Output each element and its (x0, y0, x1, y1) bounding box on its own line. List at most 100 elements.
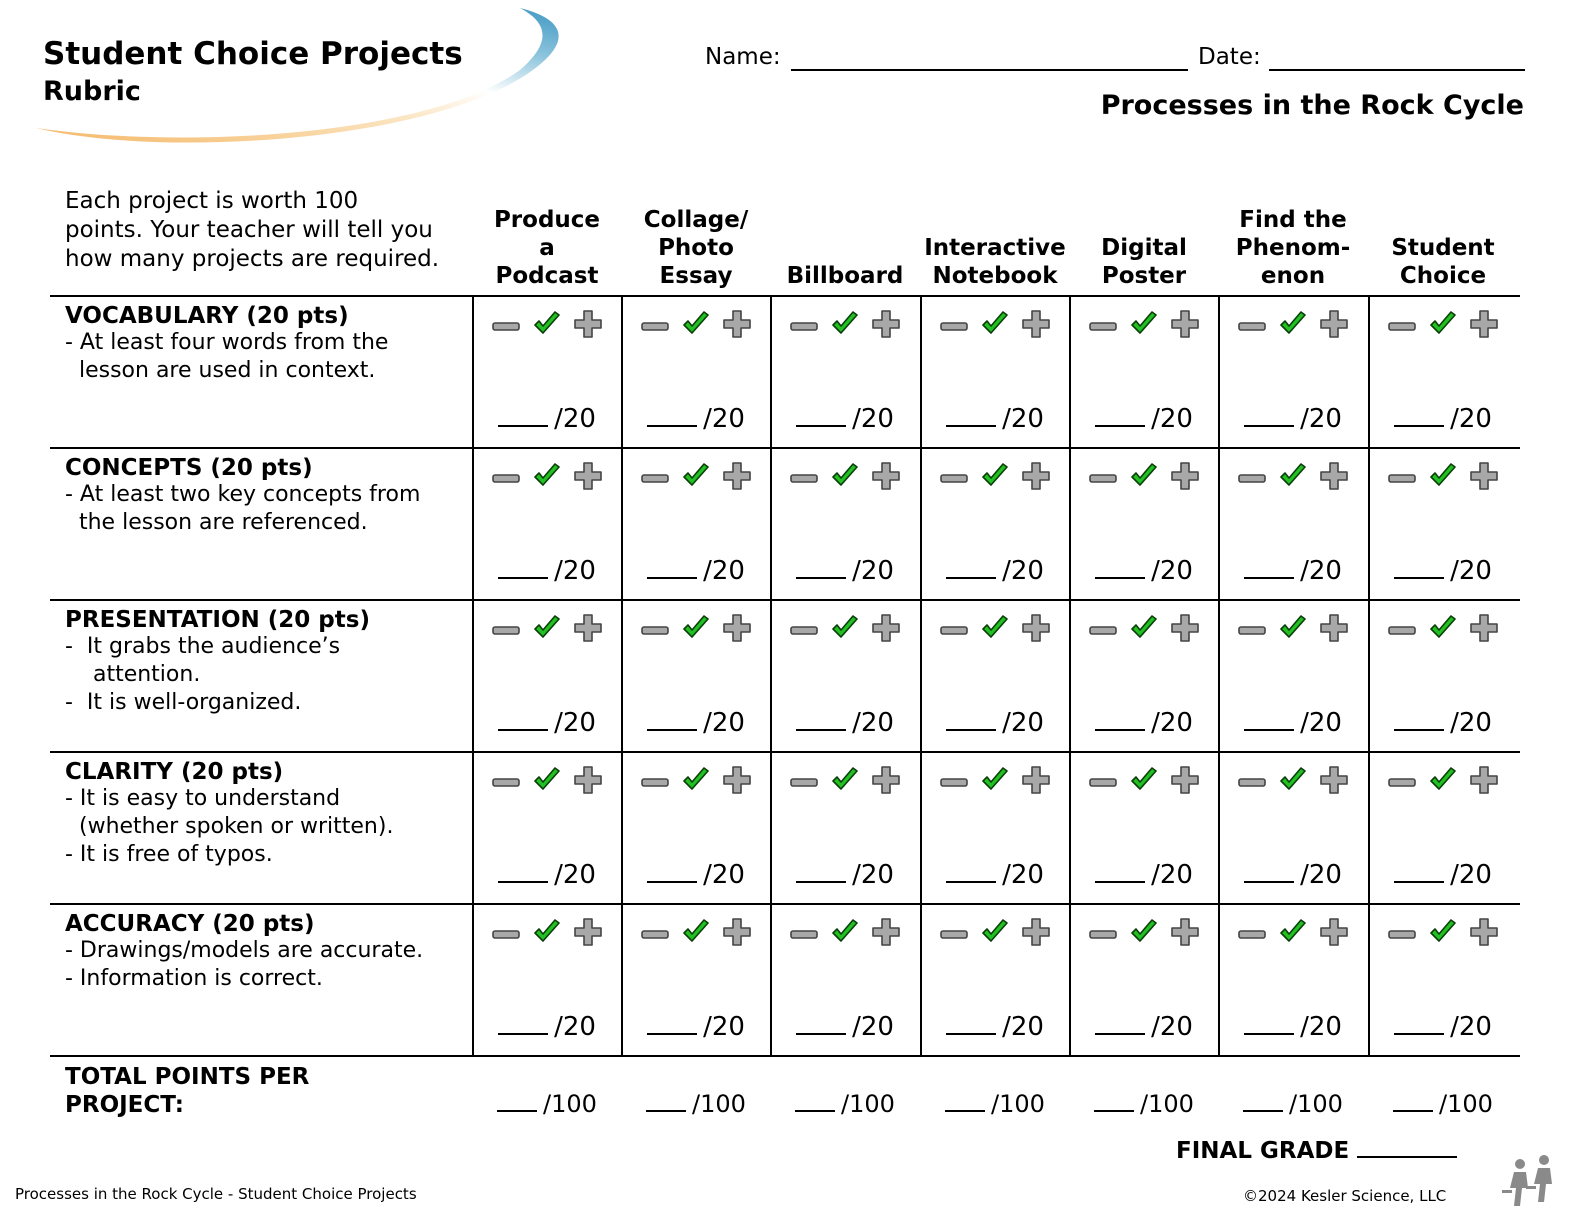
minus-icon[interactable] (1388, 317, 1416, 336)
name-field[interactable] (791, 69, 1188, 71)
minus-icon[interactable] (492, 773, 520, 792)
minus-icon[interactable] (940, 773, 968, 792)
score-blank[interactable] (498, 859, 549, 883)
check-icon[interactable] (1429, 463, 1457, 493)
score-blank[interactable] (1394, 1011, 1445, 1035)
minus-icon[interactable] (790, 773, 818, 792)
check-icon[interactable] (981, 615, 1009, 645)
check-icon[interactable] (1130, 463, 1158, 493)
plus-icon[interactable] (574, 918, 602, 950)
check-icon[interactable] (831, 919, 859, 949)
check-icon[interactable] (1429, 919, 1457, 949)
score-field[interactable]: /20 (925, 707, 1065, 738)
date-field[interactable] (1269, 69, 1525, 71)
score-field[interactable]: /20 (626, 859, 766, 890)
check-icon[interactable] (682, 463, 710, 493)
plus-icon[interactable] (1022, 310, 1050, 342)
total-blank[interactable] (795, 1090, 836, 1112)
plus-icon[interactable] (1022, 462, 1050, 494)
check-icon[interactable] (831, 463, 859, 493)
score-field[interactable]: /20 (1373, 403, 1513, 434)
check-icon[interactable] (1429, 767, 1457, 797)
plus-icon[interactable] (872, 462, 900, 494)
minus-icon[interactable] (1388, 621, 1416, 640)
score-field[interactable]: /20 (1223, 707, 1363, 738)
score-field[interactable]: /20 (775, 403, 915, 434)
check-icon[interactable] (981, 463, 1009, 493)
score-field[interactable]: /20 (477, 859, 617, 890)
plus-icon[interactable] (1022, 918, 1050, 950)
minus-icon[interactable] (641, 469, 669, 488)
check-icon[interactable] (1279, 767, 1307, 797)
minus-icon[interactable] (1388, 469, 1416, 488)
score-blank[interactable] (796, 555, 847, 579)
check-icon[interactable] (1429, 615, 1457, 645)
final-grade-blank[interactable] (1357, 1136, 1458, 1158)
minus-icon[interactable] (1089, 925, 1117, 944)
total-field[interactable]: /100 (477, 1090, 617, 1118)
score-blank[interactable] (647, 555, 698, 579)
check-icon[interactable] (831, 615, 859, 645)
score-blank[interactable] (498, 555, 549, 579)
score-field[interactable]: /20 (925, 403, 1065, 434)
score-field[interactable]: /20 (775, 1011, 915, 1042)
minus-icon[interactable] (1238, 925, 1266, 944)
minus-icon[interactable] (1089, 317, 1117, 336)
score-blank[interactable] (1244, 403, 1295, 427)
plus-icon[interactable] (1470, 462, 1498, 494)
plus-icon[interactable] (1171, 462, 1199, 494)
score-blank[interactable] (498, 1011, 549, 1035)
score-blank[interactable] (1394, 859, 1445, 883)
minus-icon[interactable] (940, 925, 968, 944)
check-icon[interactable] (1279, 615, 1307, 645)
score-field[interactable]: /20 (626, 1011, 766, 1042)
check-icon[interactable] (1130, 919, 1158, 949)
minus-icon[interactable] (641, 925, 669, 944)
score-blank[interactable] (796, 707, 847, 731)
minus-icon[interactable] (1238, 773, 1266, 792)
score-blank[interactable] (647, 1011, 698, 1035)
score-blank[interactable] (647, 707, 698, 731)
score-field[interactable]: /20 (1074, 707, 1214, 738)
check-icon[interactable] (533, 311, 561, 341)
check-icon[interactable] (533, 767, 561, 797)
score-blank[interactable] (1095, 555, 1146, 579)
score-field[interactable]: /20 (775, 707, 915, 738)
plus-icon[interactable] (1171, 310, 1199, 342)
score-blank[interactable] (796, 859, 847, 883)
total-blank[interactable] (646, 1090, 687, 1112)
check-icon[interactable] (981, 767, 1009, 797)
final-grade[interactable]: FINAL GRADE (1176, 1136, 1458, 1164)
check-icon[interactable] (1429, 311, 1457, 341)
score-field[interactable]: /20 (775, 859, 915, 890)
minus-icon[interactable] (492, 621, 520, 640)
score-blank[interactable] (796, 403, 847, 427)
plus-icon[interactable] (1320, 614, 1348, 646)
plus-icon[interactable] (1470, 614, 1498, 646)
plus-icon[interactable] (872, 310, 900, 342)
plus-icon[interactable] (872, 918, 900, 950)
score-blank[interactable] (1095, 403, 1146, 427)
minus-icon[interactable] (1238, 621, 1266, 640)
check-icon[interactable] (682, 615, 710, 645)
check-icon[interactable] (682, 767, 710, 797)
score-field[interactable]: /20 (1223, 859, 1363, 890)
score-blank[interactable] (946, 555, 997, 579)
minus-icon[interactable] (1388, 773, 1416, 792)
score-blank[interactable] (946, 403, 997, 427)
score-field[interactable]: /20 (477, 707, 617, 738)
score-field[interactable]: /20 (925, 555, 1065, 586)
score-field[interactable]: /20 (775, 555, 915, 586)
minus-icon[interactable] (1089, 773, 1117, 792)
score-field[interactable]: /20 (1373, 555, 1513, 586)
total-field[interactable]: /100 (626, 1090, 766, 1118)
plus-icon[interactable] (723, 462, 751, 494)
plus-icon[interactable] (1470, 310, 1498, 342)
score-field[interactable]: /20 (1373, 859, 1513, 890)
score-field[interactable]: /20 (477, 403, 617, 434)
score-blank[interactable] (1095, 1011, 1146, 1035)
minus-icon[interactable] (492, 925, 520, 944)
check-icon[interactable] (1130, 311, 1158, 341)
score-field[interactable]: /20 (1074, 859, 1214, 890)
minus-icon[interactable] (940, 317, 968, 336)
